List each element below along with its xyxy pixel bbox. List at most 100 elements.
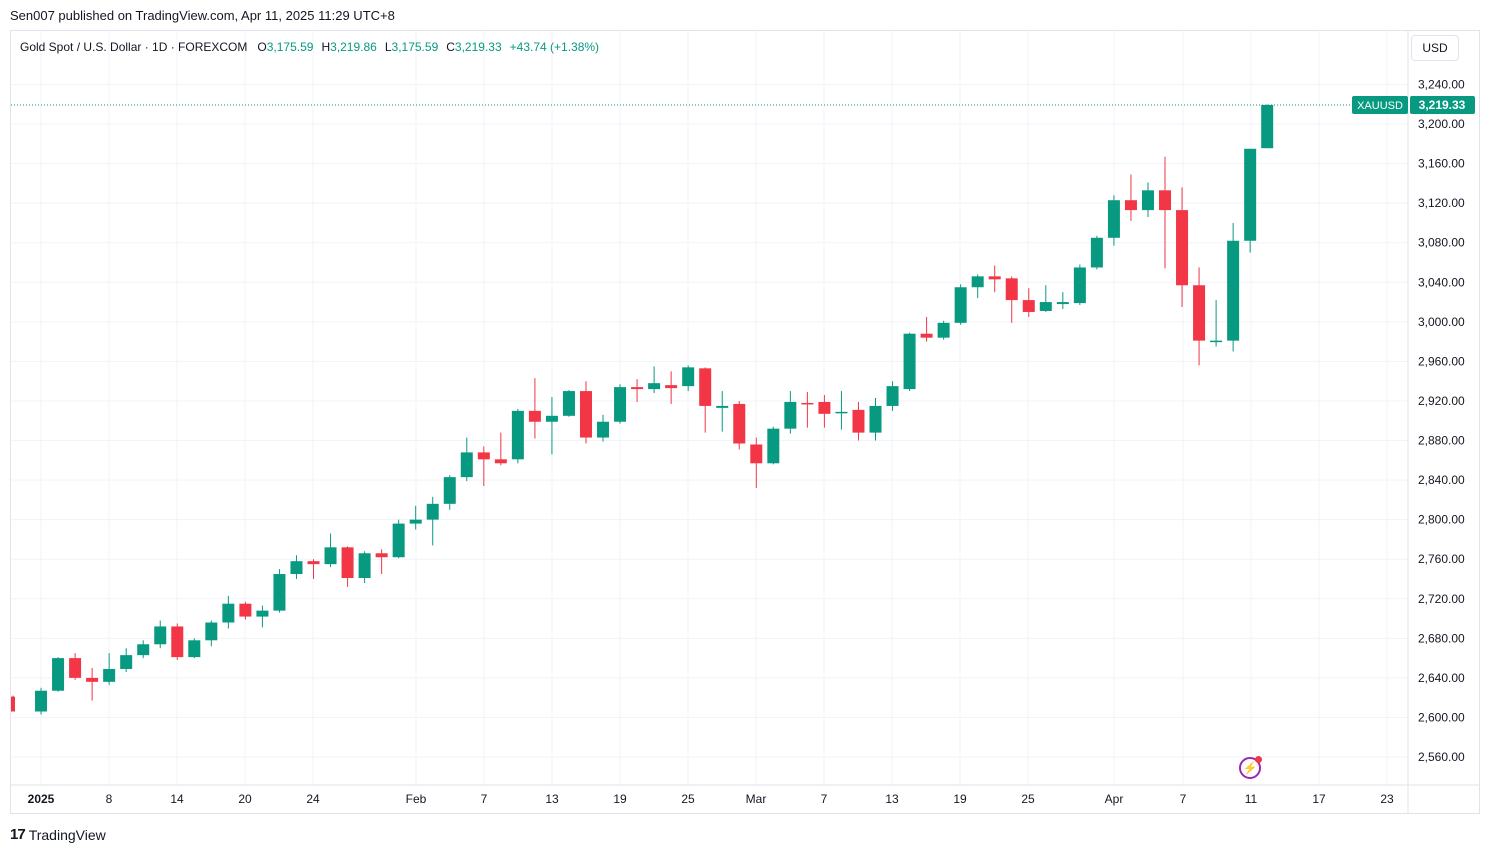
y-tick-label: 3,160.00 [1418, 157, 1465, 171]
published-caption: Sen007 published on TradingView.com, Apr… [10, 8, 395, 23]
grid-lines [11, 31, 1408, 785]
symbol-label[interactable]: Gold Spot / U.S. Dollar · 1D · FOREXCOM [20, 40, 248, 54]
candle-body [1227, 240, 1240, 341]
candle-body [971, 276, 984, 288]
x-tick-label: 25 [1021, 792, 1035, 806]
y-tick-label: 2,720.00 [1418, 592, 1465, 606]
candle [392, 519, 405, 559]
candle [716, 391, 729, 432]
change-value: +43.74 (+1.38%) [509, 40, 600, 54]
candle-body [120, 655, 133, 669]
tradingview-brand[interactable]: 17 TradingView [10, 826, 106, 843]
candle-body [648, 383, 661, 390]
y-tick-label: 2,760.00 [1418, 552, 1465, 566]
candle [648, 366, 661, 394]
candle [1261, 104, 1274, 149]
candle-body [494, 459, 507, 464]
candle-body [307, 561, 320, 565]
candle [222, 595, 235, 629]
candle [103, 653, 116, 685]
candle [614, 384, 627, 424]
candle-body [324, 547, 337, 565]
x-tick-label: 24 [306, 792, 320, 806]
candle-body [137, 644, 150, 656]
currency-button[interactable]: USD [1411, 35, 1459, 61]
ticker-tag-bg [1352, 95, 1408, 114]
candle-body [52, 658, 65, 691]
candle [1107, 195, 1120, 246]
candle-body [1039, 302, 1052, 311]
candle-body [665, 385, 678, 389]
candle [1090, 235, 1103, 270]
candle-body [818, 401, 831, 414]
candle-body [341, 547, 354, 578]
candle-body [426, 503, 439, 520]
chart-frame [10, 30, 1480, 814]
candle [511, 408, 524, 464]
alert-dot-icon [1255, 756, 1262, 763]
candle [494, 432, 507, 466]
candle-body [154, 626, 167, 645]
candle [971, 274, 984, 299]
candle [11, 695, 15, 712]
candle [69, 653, 82, 680]
candle-body [69, 658, 82, 678]
candle-body [801, 402, 814, 405]
x-tick-label: 19 [953, 792, 967, 806]
x-tick-label: 13 [885, 792, 899, 806]
candle-body [1261, 104, 1274, 149]
candle-body [631, 387, 644, 390]
x-tick-label: 17 [1312, 792, 1326, 806]
candle-body [477, 452, 490, 460]
candle [443, 475, 456, 510]
brand-label: TradingView [28, 826, 106, 843]
candle-body [171, 626, 184, 658]
candle-body [903, 333, 916, 390]
candle [86, 667, 99, 701]
candle-body [11, 696, 15, 712]
y-tick-label: 3,120.00 [1418, 196, 1465, 210]
candle-body [205, 622, 218, 641]
high-key: H [321, 40, 331, 54]
candle-body [1244, 148, 1257, 241]
candle-body [1056, 302, 1069, 305]
candle [341, 546, 354, 587]
candle-body [1090, 237, 1103, 268]
candle [1022, 288, 1035, 317]
candle-body [545, 415, 558, 422]
candle-body [358, 553, 371, 578]
candle-body [188, 640, 201, 658]
x-tick-label: 7 [1180, 792, 1187, 806]
candle [375, 549, 388, 575]
candle [239, 601, 252, 620]
y-tick-label: 2,800.00 [1418, 513, 1465, 527]
candles [11, 104, 1274, 715]
candle [1176, 187, 1189, 308]
candle [954, 284, 967, 325]
candle [750, 437, 763, 488]
candle [937, 320, 950, 340]
candle [920, 316, 933, 342]
candle-body [460, 452, 473, 478]
candle-body [392, 523, 405, 558]
candle-body [222, 603, 235, 623]
x-tick-label: 8 [106, 792, 113, 806]
y-tick-label: 2,560.00 [1418, 750, 1465, 764]
lightning-bolt-icon[interactable]: ⚡ [1239, 756, 1262, 779]
candle [409, 505, 422, 530]
candle [188, 638, 201, 659]
candle [767, 426, 780, 465]
ohlc-legend: Gold Spot / U.S. Dollar · 1D · FOREXCOM … [20, 40, 599, 54]
candle-body [103, 668, 116, 682]
candle [545, 397, 558, 455]
y-tick-label: 2,840.00 [1418, 473, 1465, 487]
candle-body [290, 561, 303, 575]
candle-body [852, 409, 865, 433]
candle [154, 620, 167, 649]
candle-body [682, 367, 695, 387]
candle-body [869, 405, 882, 433]
candle [358, 551, 371, 583]
candle-body [920, 333, 933, 338]
candle [903, 332, 916, 392]
